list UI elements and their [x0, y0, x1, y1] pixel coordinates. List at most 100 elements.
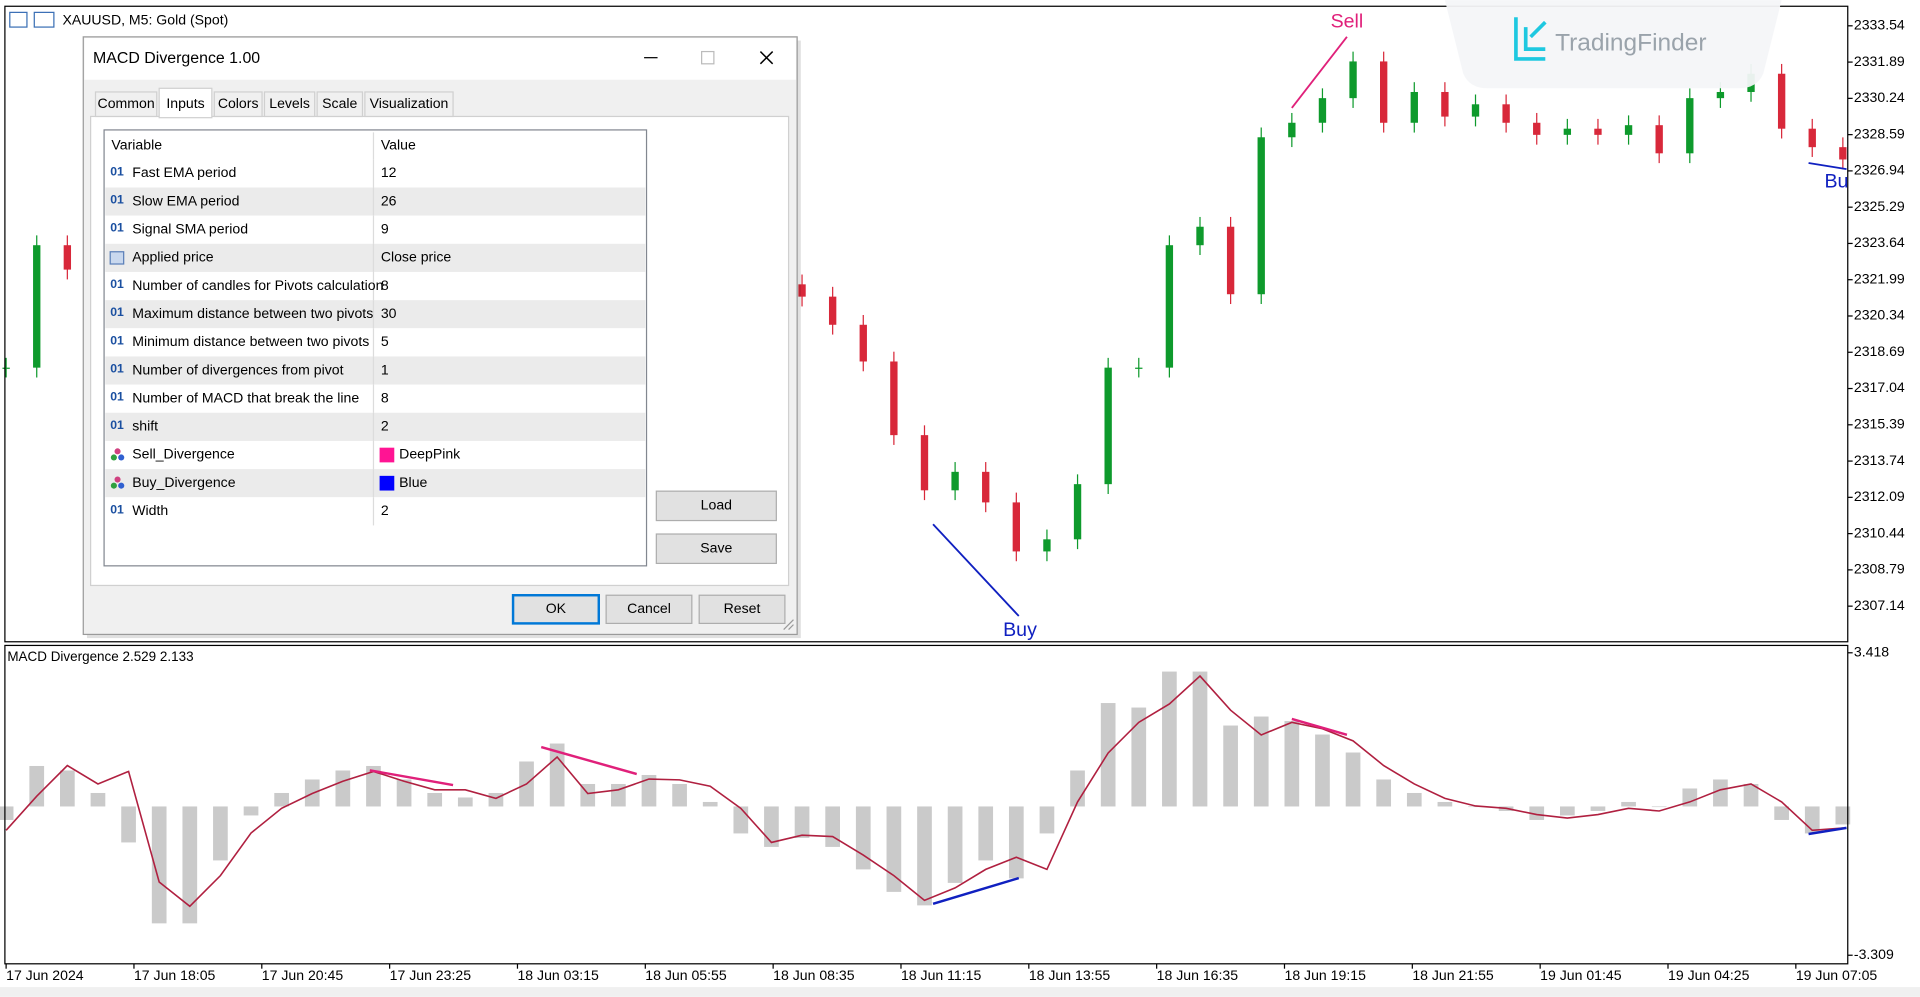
row-icon — [110, 454, 117, 461]
watermark-text: TradingFinder — [1555, 30, 1706, 57]
table-row[interactable] — [105, 328, 646, 357]
tab[interactable] — [94, 91, 158, 118]
buy-divergence-line — [1808, 162, 1847, 171]
variable-value: Blue — [399, 474, 427, 490]
table-row[interactable] — [105, 159, 646, 188]
candle-body — [1349, 61, 1357, 99]
macd-title: MACD Divergence 2.529 2.133 — [7, 649, 193, 664]
macd-bar — [672, 783, 687, 807]
maximize-button[interactable] — [701, 50, 715, 65]
button-label: Cancel — [627, 600, 671, 616]
column-header: Value — [381, 137, 416, 153]
macd-bar — [0, 806, 14, 820]
macd-bar — [1008, 806, 1024, 879]
variable-value: 12 — [381, 164, 397, 180]
macd-bar — [764, 806, 779, 847]
row-icon: 01 — [110, 333, 124, 347]
button[interactable] — [655, 490, 777, 522]
macd-bar — [1345, 752, 1361, 807]
candle-body — [1226, 226, 1235, 295]
candle-body — [982, 471, 990, 503]
macd-bar — [213, 806, 228, 861]
tab-label: Scale — [322, 95, 357, 111]
y-tick-label: 2312.09 — [1854, 488, 1905, 504]
sell-label: Sell — [1331, 10, 1364, 32]
macd-bar — [1131, 707, 1147, 807]
macd-bar — [1162, 671, 1177, 807]
table-row[interactable] — [105, 243, 646, 272]
macd-bar — [1039, 806, 1055, 834]
macd-bar — [1743, 783, 1759, 807]
tab[interactable] — [263, 91, 316, 118]
time-label: 18 Jun 11:15 — [901, 967, 982, 983]
candle-body — [1502, 104, 1510, 123]
variable-name: Number of candles for Pivots calculation — [132, 277, 383, 293]
time-label: 19 Jun 07:05 — [1796, 967, 1878, 983]
candle-body — [1318, 98, 1327, 123]
macd-bar — [1100, 703, 1116, 807]
button[interactable] — [698, 594, 786, 625]
time-label: 18 Jun 19:15 — [1284, 967, 1366, 983]
button-label: OK — [546, 600, 567, 616]
macd-bar — [1406, 792, 1422, 807]
variable-value: 8 — [381, 277, 389, 293]
candle-body — [1624, 125, 1633, 135]
color-swatch — [379, 475, 395, 491]
chart-layer: 17 Jun 2024 17 Jun 18:05 17 Jun 20:45 17 Ju… — [0, 17, 1905, 983]
macd-bar — [1621, 801, 1636, 807]
y-tick-label: 2318.69 — [1854, 343, 1905, 359]
close-button[interactable] — [759, 51, 774, 65]
macd-bar — [1223, 725, 1238, 807]
variable-value: Close price — [381, 249, 452, 265]
table-row[interactable] — [105, 384, 646, 413]
dialog-titlebar — [84, 38, 796, 80]
variable-name: Buy_Divergence — [132, 474, 235, 490]
macd-bar — [947, 806, 963, 883]
tab-label: Inputs — [166, 95, 204, 111]
row-icon: 01 — [110, 193, 124, 207]
row-icon: 01 — [110, 164, 124, 178]
candle-body — [951, 471, 959, 491]
button-label: Load — [701, 497, 732, 513]
table-row[interactable] — [105, 356, 646, 385]
table-row[interactable] — [105, 187, 646, 216]
table-row[interactable] — [105, 300, 646, 329]
table-row[interactable] — [105, 469, 646, 498]
macd-bar — [641, 774, 657, 807]
time-label: 17 Jun 23:25 — [390, 967, 472, 983]
candle-body — [1104, 367, 1112, 485]
tab[interactable] — [364, 91, 454, 118]
tab[interactable] — [316, 91, 364, 118]
button[interactable] — [605, 594, 693, 625]
macd-bar — [29, 765, 45, 807]
y-tick-label: 2323.64 — [1854, 234, 1905, 250]
y-tick-label: 2308.79 — [1854, 561, 1905, 577]
column-header: Variable — [111, 137, 162, 153]
candle-body — [1441, 91, 1449, 117]
variable-name: Minimum distance between two pivots — [132, 333, 369, 349]
time-label: 18 Jun 08:35 — [773, 967, 855, 983]
table-row[interactable] — [105, 497, 646, 526]
chart-icon — [9, 11, 28, 28]
table-row[interactable] — [105, 412, 646, 441]
table-row[interactable] — [105, 440, 646, 470]
symbol-title: XAUUSD, M5: Gold (Spot) — [62, 12, 228, 28]
candle-body — [1410, 91, 1418, 123]
sell-divergence-line — [1291, 36, 1348, 109]
table-row[interactable] — [105, 271, 646, 301]
button-label: Save — [700, 539, 732, 555]
signal-line — [5, 674, 1843, 908]
table-row[interactable] — [105, 215, 646, 244]
resize-grip — [783, 619, 794, 630]
candle-body — [33, 245, 41, 368]
button[interactable] — [655, 533, 777, 565]
candle-body — [1380, 61, 1388, 123]
tab[interactable] — [213, 91, 263, 118]
tab[interactable] — [158, 87, 213, 119]
button[interactable] — [511, 594, 600, 625]
candle-body — [1471, 104, 1480, 117]
macd-bar — [488, 792, 504, 807]
buy-label: Buy — [1003, 619, 1037, 641]
time-label: 17 Jun 20:45 — [262, 967, 344, 983]
